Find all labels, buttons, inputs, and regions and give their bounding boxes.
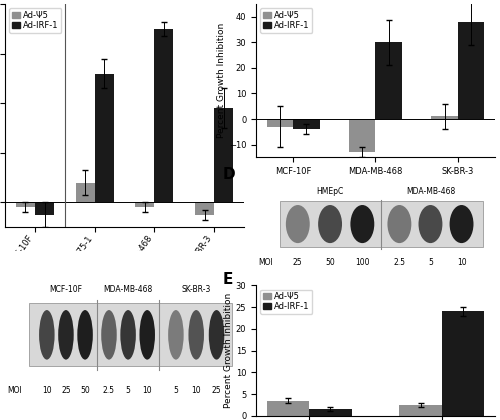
- Text: 5: 5: [126, 386, 130, 395]
- Bar: [458, 22, 484, 119]
- Bar: [195, 202, 214, 215]
- Bar: [214, 108, 233, 202]
- Text: 25: 25: [61, 386, 71, 395]
- Text: 100: 100: [91, 303, 106, 312]
- Bar: [136, 202, 154, 207]
- Ellipse shape: [78, 310, 93, 360]
- Text: 10: 10: [192, 386, 201, 395]
- Legend: Ad-Ψ5, Ad-IRF-1: Ad-Ψ5, Ad-IRF-1: [9, 8, 62, 33]
- Text: HMEpC: HMEpC: [316, 187, 344, 196]
- Legend: Ad-Ψ5, Ad-IRF-1: Ad-Ψ5, Ad-IRF-1: [260, 8, 312, 33]
- Bar: [349, 119, 376, 152]
- Bar: [442, 312, 484, 416]
- Ellipse shape: [318, 205, 342, 243]
- Text: 10: 10: [142, 386, 152, 395]
- Text: E: E: [222, 272, 233, 287]
- Text: 2.5: 2.5: [394, 257, 406, 267]
- Ellipse shape: [120, 310, 136, 360]
- Text: MDA-MB-468: MDA-MB-468: [104, 284, 152, 294]
- Ellipse shape: [140, 310, 155, 360]
- Text: 50: 50: [325, 257, 335, 267]
- Text: 25: 25: [212, 386, 222, 395]
- Text: 2.5: 2.5: [103, 386, 115, 395]
- Bar: [154, 29, 174, 202]
- Legend: Ad-Ψ5, Ad-IRF-1: Ad-Ψ5, Ad-IRF-1: [260, 289, 312, 314]
- Text: MOI (IRF-1): MOI (IRF-1): [5, 303, 48, 312]
- Ellipse shape: [286, 205, 310, 243]
- Text: 10: 10: [456, 257, 466, 267]
- Bar: [94, 74, 114, 202]
- Bar: [432, 116, 458, 119]
- Text: MOI: MOI: [258, 257, 273, 267]
- Text: 10: 10: [42, 386, 51, 395]
- Ellipse shape: [101, 310, 116, 360]
- Y-axis label: Percent Growth Inhibition: Percent Growth Inhibition: [224, 293, 233, 408]
- Bar: [309, 409, 352, 416]
- Ellipse shape: [58, 310, 74, 360]
- Bar: [267, 401, 309, 416]
- Text: MCF-10F: MCF-10F: [50, 284, 82, 294]
- Text: MDA-MB-468: MDA-MB-468: [406, 187, 455, 196]
- Bar: [16, 202, 35, 207]
- Text: 50: 50: [80, 386, 90, 395]
- Bar: [267, 119, 293, 127]
- Text: MOI: MOI: [8, 386, 22, 395]
- Ellipse shape: [209, 310, 224, 360]
- Y-axis label: Percent Growth Inhibition: Percent Growth Inhibition: [217, 23, 226, 138]
- Bar: [400, 405, 442, 416]
- Ellipse shape: [188, 310, 204, 360]
- Ellipse shape: [450, 205, 473, 243]
- Ellipse shape: [418, 205, 442, 243]
- Bar: [280, 201, 483, 247]
- Text: D: D: [222, 167, 235, 182]
- Text: 25: 25: [293, 257, 302, 267]
- Ellipse shape: [168, 310, 184, 360]
- Ellipse shape: [39, 310, 54, 360]
- Bar: [76, 183, 94, 202]
- Ellipse shape: [350, 205, 374, 243]
- Bar: [376, 42, 402, 119]
- Text: SK-BR-3: SK-BR-3: [182, 284, 211, 294]
- Ellipse shape: [388, 205, 411, 243]
- Text: 10: 10: [198, 303, 208, 312]
- Bar: [35, 202, 54, 215]
- Text: 5: 5: [174, 386, 178, 395]
- Bar: [29, 303, 232, 366]
- Text: 5: 5: [428, 257, 433, 267]
- Bar: [293, 119, 320, 129]
- Text: 10: 10: [148, 303, 158, 312]
- Text: 25: 25: [43, 303, 53, 312]
- Text: 100: 100: [355, 257, 370, 267]
